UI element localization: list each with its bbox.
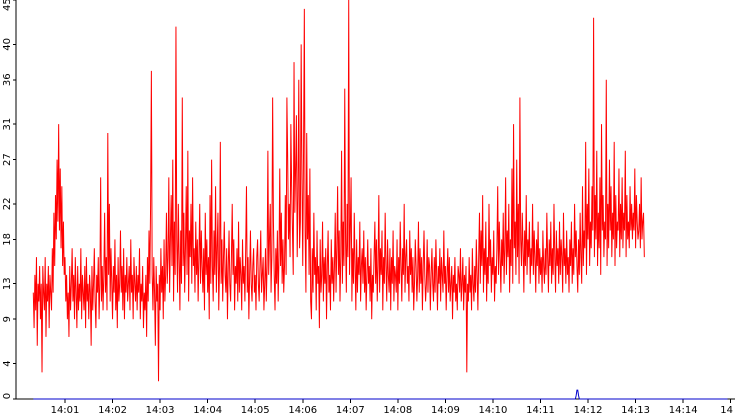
x-tick-label: 14:01 — [51, 405, 80, 415]
x-tick-label: 14:12 — [574, 405, 603, 415]
y-tick-label: 4 — [2, 360, 13, 366]
x-tick-label: 14:08 — [383, 405, 412, 415]
y-tick-label: 40 — [2, 38, 13, 51]
x-tick-label: 14:14 — [669, 405, 698, 415]
y-tick-label: 22 — [2, 198, 13, 211]
series-line-blue — [33, 389, 728, 400]
y-tick-label: 27 — [2, 153, 13, 166]
x-tick-label: 14:10 — [479, 405, 508, 415]
y-axis: 0 4 9 13 18 22 27 31 36 40 45 — [2, 0, 17, 400]
y-tick-label: 31 — [2, 118, 13, 131]
y-tick-label: 45 — [2, 0, 13, 11]
x-tick-label: 14:09 — [431, 405, 460, 415]
y-tick-label: 18 — [2, 233, 13, 246]
x-tick-label: 14:07 — [336, 405, 365, 415]
x-tick-label: 14 — [720, 405, 733, 415]
series-line-red — [32, 0, 645, 382]
x-tick-label: 14:13 — [621, 405, 650, 415]
plot-area — [32, 0, 728, 400]
y-tick-label: 13 — [2, 277, 13, 290]
x-tick-label: 14:05 — [241, 405, 270, 415]
x-tick-label: 14:11 — [526, 405, 555, 415]
x-tick-label: 14:02 — [98, 405, 127, 415]
y-tick-label: 0 — [2, 393, 13, 399]
x-tick-label: 14:03 — [146, 405, 175, 415]
x-tick-label: 14:06 — [288, 405, 317, 415]
y-tick-label: 9 — [2, 316, 13, 322]
x-tick-label: 14:04 — [193, 405, 222, 415]
x-axis: 14:01 14:02 14:03 14:04 14:05 14:06 14:07 14:08… — [16, 398, 735, 415]
y-tick-label: 36 — [2, 73, 13, 86]
